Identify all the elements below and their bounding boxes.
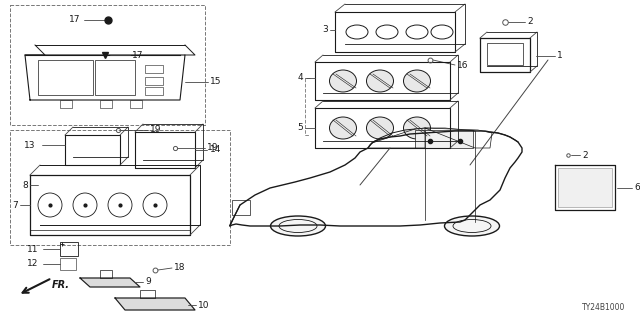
Bar <box>38 60 93 95</box>
Bar <box>60 242 78 256</box>
Bar <box>100 100 112 108</box>
Text: 18: 18 <box>174 263 186 273</box>
Text: 3: 3 <box>323 26 328 35</box>
Bar <box>10 5 205 125</box>
Bar <box>60 258 76 270</box>
Ellipse shape <box>403 117 431 139</box>
Polygon shape <box>115 298 195 310</box>
Ellipse shape <box>330 117 356 139</box>
Bar <box>145 77 163 85</box>
Text: 2: 2 <box>582 150 588 159</box>
Text: 4: 4 <box>298 74 303 83</box>
Text: FR.: FR. <box>52 280 70 290</box>
Text: 9: 9 <box>145 277 151 286</box>
Bar <box>487 43 523 65</box>
Bar <box>145 87 163 95</box>
Bar <box>415 130 473 148</box>
Text: 17: 17 <box>68 15 80 25</box>
Text: 14: 14 <box>210 146 221 155</box>
Ellipse shape <box>330 70 356 92</box>
Text: 19: 19 <box>207 143 218 153</box>
Bar <box>60 100 72 108</box>
Bar <box>232 200 250 215</box>
Bar <box>95 60 135 95</box>
Ellipse shape <box>367 70 394 92</box>
Text: 1: 1 <box>557 52 563 60</box>
Bar <box>558 168 612 207</box>
Ellipse shape <box>271 216 326 236</box>
Text: TY24B1000: TY24B1000 <box>582 303 625 312</box>
Bar <box>140 290 155 298</box>
Bar <box>145 65 163 73</box>
Ellipse shape <box>403 70 431 92</box>
Text: 11: 11 <box>26 244 38 253</box>
Text: 13: 13 <box>24 140 35 149</box>
Text: 16: 16 <box>457 60 468 69</box>
Text: 5: 5 <box>297 124 303 132</box>
Text: 8: 8 <box>22 180 28 189</box>
Text: 15: 15 <box>210 77 221 86</box>
Ellipse shape <box>367 117 394 139</box>
Text: 17: 17 <box>132 51 143 60</box>
Text: 6: 6 <box>634 183 640 193</box>
Bar <box>100 270 112 278</box>
Text: 2: 2 <box>527 18 532 27</box>
Polygon shape <box>80 278 140 287</box>
Text: 12: 12 <box>27 260 38 268</box>
Text: 10: 10 <box>198 300 209 309</box>
Bar <box>10 130 230 245</box>
Ellipse shape <box>445 216 499 236</box>
Text: 7: 7 <box>12 201 18 210</box>
Text: 19: 19 <box>150 125 161 134</box>
Bar <box>130 100 142 108</box>
